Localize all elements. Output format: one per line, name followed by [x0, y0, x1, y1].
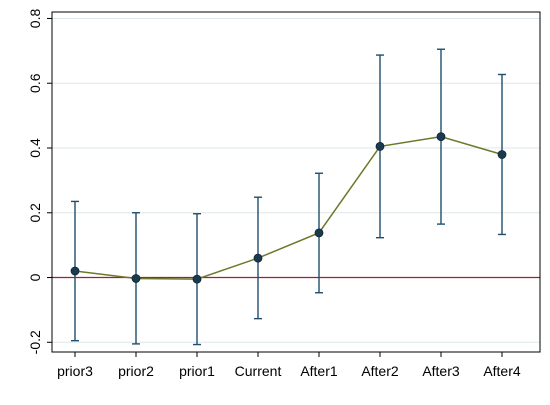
data-point [497, 150, 507, 159]
x-tick-label: Current [235, 363, 282, 379]
data-point [192, 274, 202, 284]
line-layer [74, 135, 503, 280]
y-tick-label: 0.2 [27, 203, 43, 223]
axis-layer [51, 11, 541, 353]
data-point [253, 253, 263, 263]
x-tick-label: After3 [422, 363, 460, 379]
data-point [314, 228, 324, 238]
y-tick-label: 0.8 [27, 9, 43, 29]
x-tick-label: prior3 [57, 363, 93, 379]
y-tick-label: 0.4 [27, 138, 43, 158]
x-tick-label: prior2 [118, 363, 154, 379]
x-tick-label: After4 [483, 363, 521, 379]
y-tick-label: 0.6 [27, 73, 43, 93]
x-tick-layer: prior3 prior2 prior1 Current After1 After2 Aft… [57, 352, 521, 379]
plot-frame [51, 11, 541, 353]
data-point [375, 141, 385, 151]
x-tick-label: After1 [300, 363, 338, 379]
series-line [74, 135, 503, 280]
marker-layer [70, 132, 507, 284]
x-tick-label: After2 [361, 363, 399, 379]
y-tick-label: 0 [27, 273, 43, 281]
x-tick-label: prior1 [179, 363, 215, 379]
y-tick-layer: -0.2 0 0.2 0.4 0.6 0.8 [27, 9, 52, 354]
y-tick-label: -0.2 [27, 330, 43, 354]
data-point [436, 132, 446, 142]
data-point [70, 266, 80, 276]
data-point [131, 274, 141, 283]
